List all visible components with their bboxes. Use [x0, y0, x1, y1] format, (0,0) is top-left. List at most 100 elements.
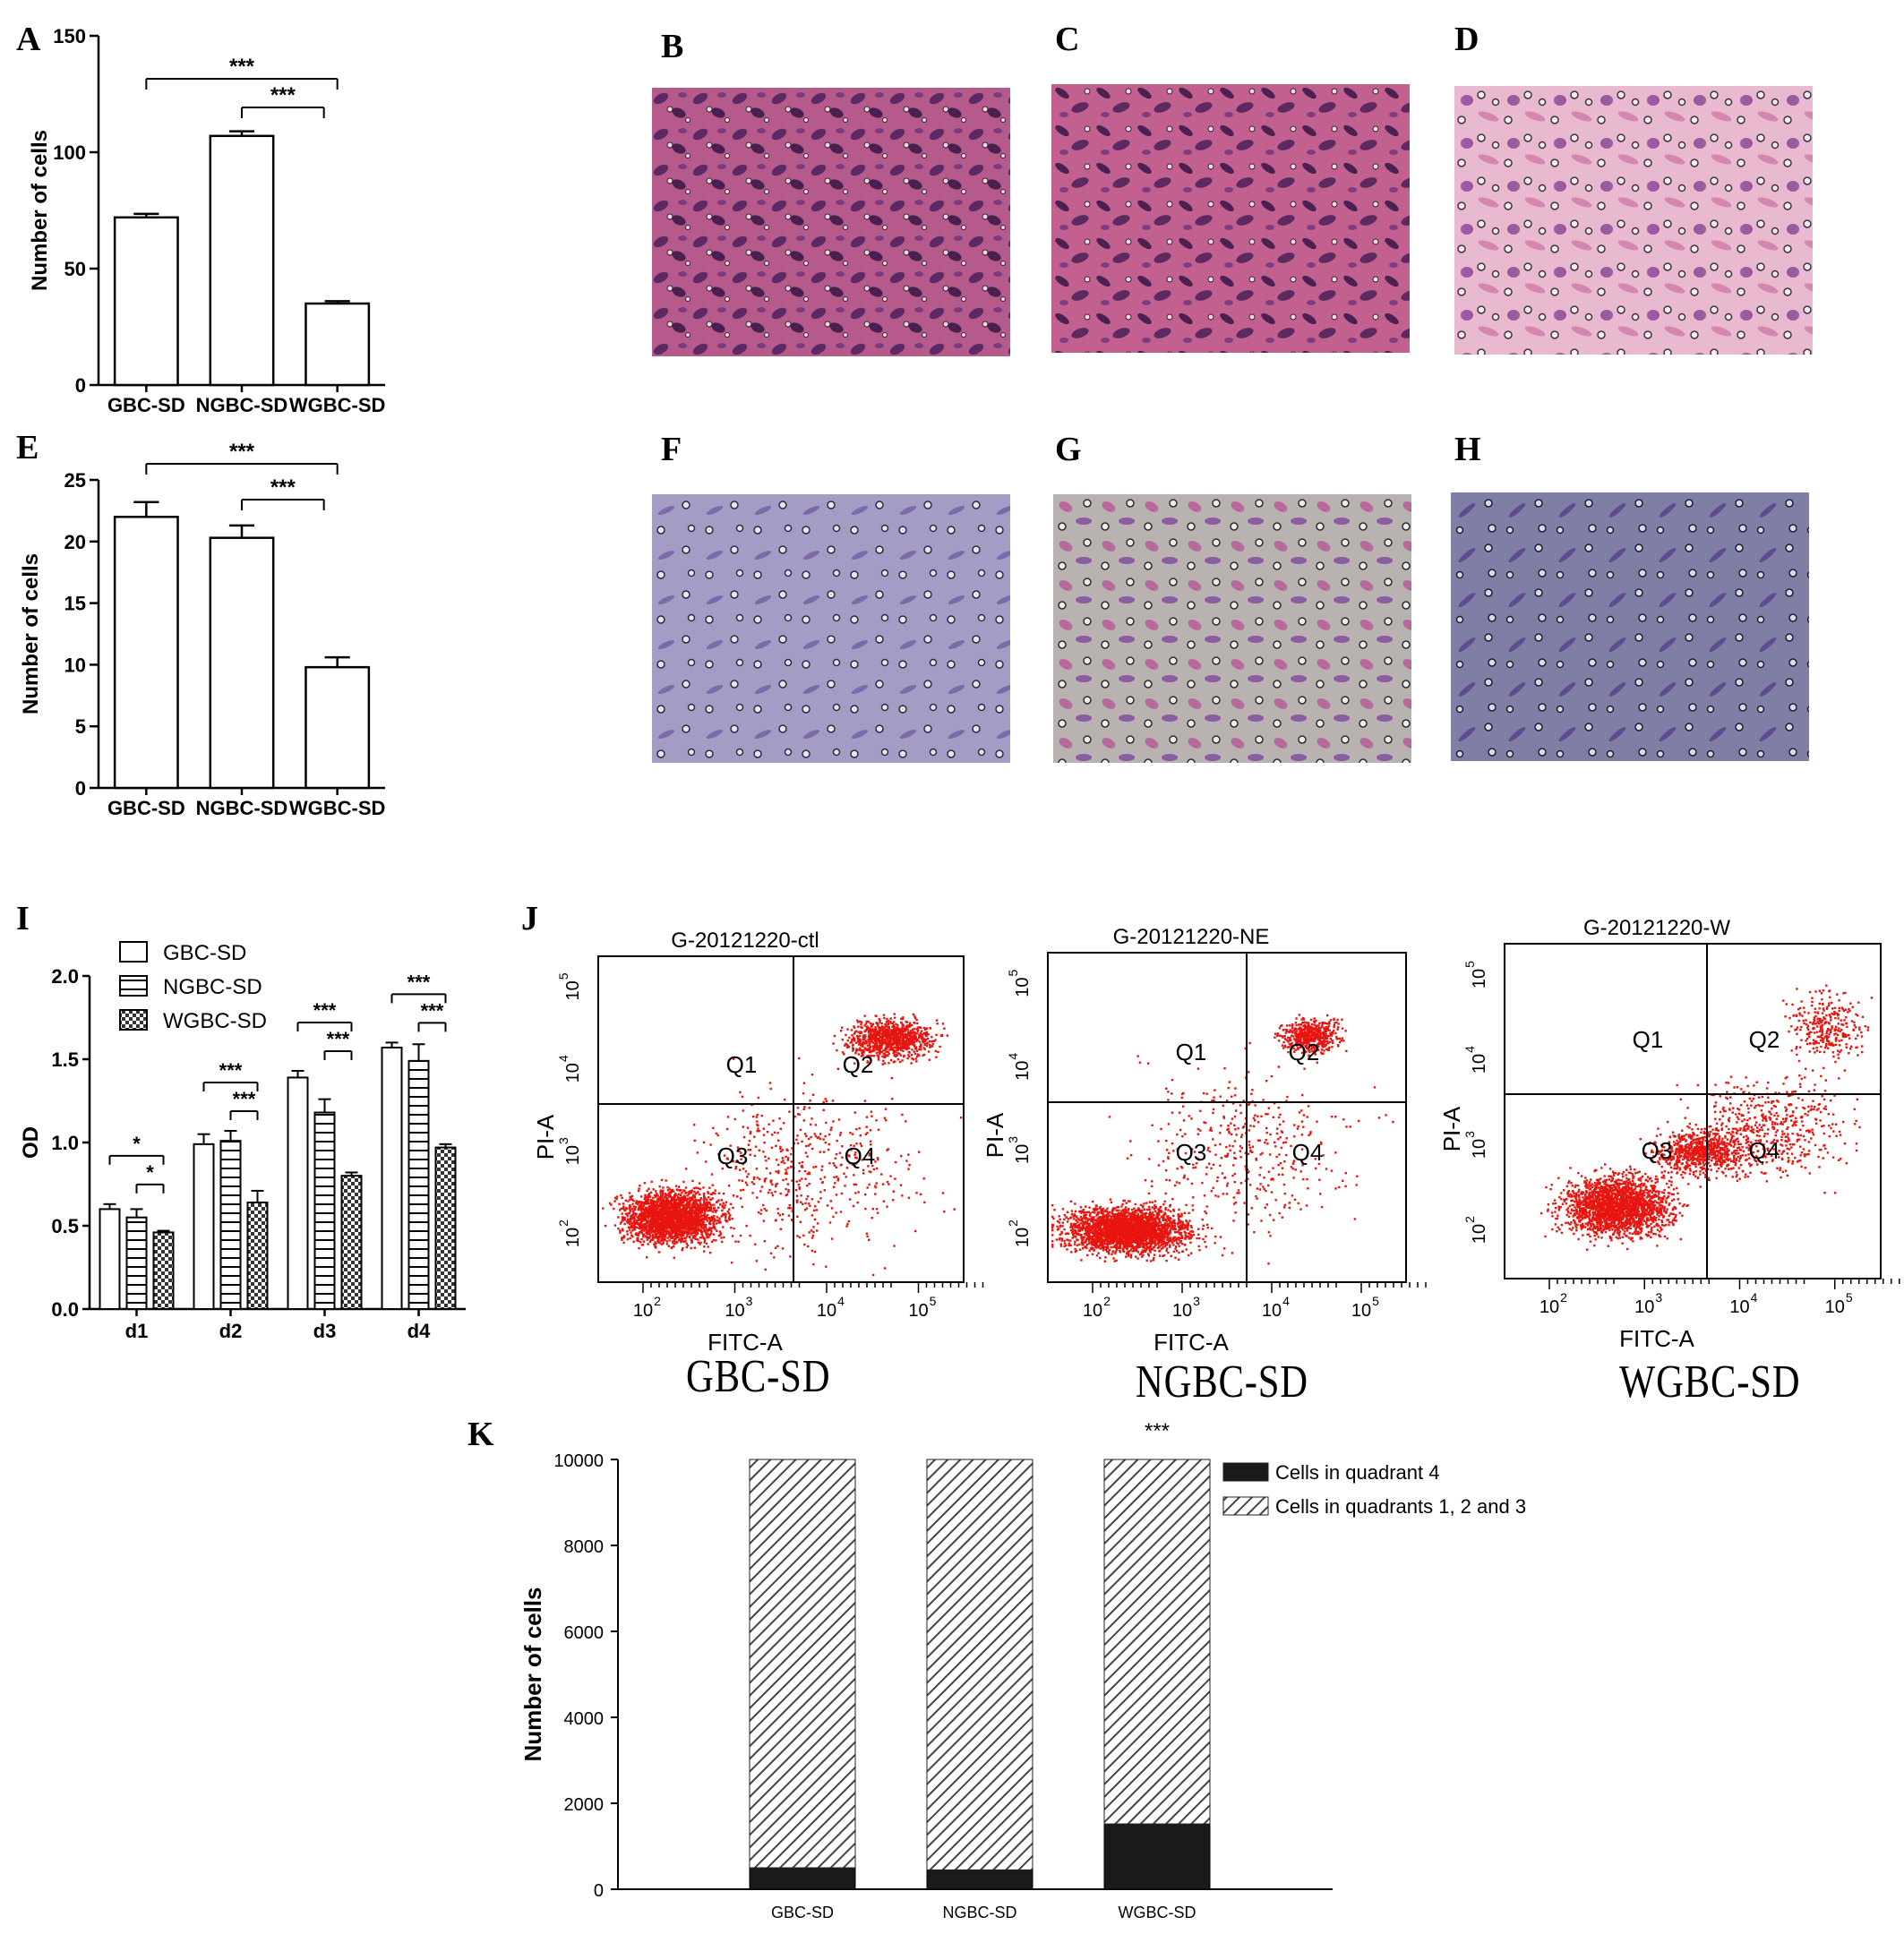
chart-j-quadrant-label: Q2 [843, 1051, 874, 1078]
chart-i-bar [246, 1201, 269, 1310]
chart-i-bar [313, 1111, 336, 1311]
chart-a-y-tick-label: 50 [64, 258, 86, 280]
chart-i-x-tick-label: d2 [219, 1320, 243, 1342]
chart-j-x-tick-label: 10 [908, 1301, 928, 1321]
chart-k-y-tick-label: 10000 [553, 1451, 604, 1471]
chart-k-legend-label: Cells in quadrants 1, 2 and 3 [1275, 1495, 1526, 1518]
chart-j-x-tick-exponent: 4 [1282, 1294, 1290, 1308]
panel-letter-h: H [1454, 431, 1481, 468]
chart-j-y-tick-label: 10 [1013, 1144, 1033, 1164]
chart-j-quadrant-label: Q2 [1289, 1039, 1320, 1065]
chart-j-x-axis-label: FITC-A [1154, 1329, 1229, 1356]
chart-e-sig-label: *** [229, 440, 255, 464]
panel-letter-b: B [661, 28, 684, 65]
chart-j-quadrant-label: Q4 [1292, 1139, 1324, 1166]
chart-j-quadrant-label: Q4 [1749, 1137, 1780, 1164]
chart-j-y-tick-exponent: 4 [556, 1055, 570, 1062]
chart-a-bar [209, 134, 275, 387]
chart-i-bar [407, 1059, 430, 1310]
chart-i-legend-swatch [119, 941, 148, 963]
chart-j-x-axis-label: FITC-A [1619, 1325, 1694, 1352]
chart-i-bar [99, 1208, 121, 1311]
chart-e-y-tick-label: 20 [64, 531, 86, 553]
chart-j-y-axis-label: PI-A [532, 1114, 559, 1160]
chart-i-legend-swatch [119, 975, 148, 997]
chart-i-bar [193, 1142, 215, 1310]
chart-j-plot-title: G-20121220-NE [1113, 925, 1270, 949]
chart-k-bar-quadrants123 [926, 1459, 1033, 1870]
chart-e-y-tick-label: 5 [75, 715, 86, 738]
chart-i-y-tick-label: 0.5 [51, 1215, 79, 1237]
chart-e-sig-label: *** [270, 475, 296, 500]
chart-i-sig-label: *** [421, 999, 444, 1022]
chart-e-y-tick-label: 15 [64, 593, 86, 615]
chart-j-y-tick-exponent: 3 [556, 1137, 570, 1144]
chart-i-bar [125, 1216, 148, 1310]
chart-i-x-tick-label: d4 [407, 1320, 431, 1342]
chart-j-y-axis-label: PI-A [1438, 1106, 1465, 1151]
chart-i-x-tick-label: d1 [125, 1320, 149, 1342]
chart-j-y-tick-label: 10 [1013, 978, 1033, 997]
chart-j-quadrant-label: Q3 [1176, 1139, 1207, 1166]
chart-j-x-tick-label: 10 [1729, 1297, 1749, 1317]
chart-k-x-tick-label: WGBC-SD [1119, 1904, 1196, 1921]
chart-j-plot-frame [1504, 943, 1882, 1279]
chart-i-bar [434, 1146, 457, 1310]
chart-j-y-tick-label: 10 [563, 1145, 583, 1165]
chart-i-bar [340, 1175, 363, 1310]
chart-k-legend-label: Cells in quadrant 4 [1275, 1461, 1439, 1484]
chart-a-y-tick-label: 100 [53, 141, 86, 164]
chart-k-legend-swatch [1222, 1462, 1269, 1482]
chart-j-y-tick-exponent: 5 [1006, 970, 1020, 977]
chart-j-y-tick-exponent: 2 [556, 1219, 570, 1227]
chart-j-x-tick-label: 10 [633, 1301, 653, 1321]
chart-k-y-tick-label: 4000 [564, 1709, 605, 1729]
micrograph-f [652, 494, 1010, 763]
micrograph-d-image [1454, 86, 1813, 355]
chart-i-legend-label: NGBC-SD [163, 975, 262, 999]
chart-j-quadrant-label: Q1 [726, 1051, 758, 1078]
chart-k-bar-quadrant4 [749, 1867, 856, 1890]
panel-letter-f: F [661, 431, 682, 468]
chart-k-x-tick-label: NGBC-SD [942, 1904, 1016, 1921]
micrograph-d [1454, 86, 1813, 355]
chart-j-x-tick-label: 10 [1539, 1297, 1559, 1317]
chart-j-x-tick-exponent: 2 [1103, 1294, 1111, 1308]
chart-j-y-tick-label: 10 [1470, 1139, 1489, 1159]
chart-j-x-tick-label: 10 [725, 1301, 744, 1321]
chart-k-y-tick-label: 0 [594, 1881, 604, 1901]
chart-j-y-tick-label: 10 [1470, 969, 1489, 988]
panel-letter-k: K [467, 1416, 494, 1453]
chart-j-plot-title: G-20121220-W [1583, 916, 1730, 940]
chart-i-sig-label: * [133, 1133, 141, 1155]
chart-k-y-tick-label: 6000 [564, 1623, 605, 1643]
chart-a-y-tick-label: 150 [53, 25, 86, 47]
chart-j-quadrant-label: Q3 [1642, 1137, 1673, 1164]
panel-letter-i: I [16, 900, 30, 937]
chart-a-bar [304, 302, 371, 387]
chart-j-y-tick-exponent: 5 [1462, 961, 1477, 968]
micrograph-c [1051, 84, 1410, 353]
chart-a-sig-label: *** [229, 55, 255, 79]
chart-i-sig-label: *** [233, 1088, 256, 1110]
chart-e-x-tick-label: GBC-SD [107, 797, 185, 819]
chart-i-bar [381, 1046, 403, 1310]
chart-j-x-tick-exponent: 3 [1655, 1290, 1662, 1305]
chart-j-quadrant-label: Q1 [1176, 1039, 1207, 1065]
chart-j-x-tick-label: 10 [1825, 1297, 1845, 1317]
chart-a-x-tick-label: GBC-SD [107, 394, 185, 416]
chart-i-sig-label: *** [219, 1059, 243, 1082]
chart-i-sig-label: *** [327, 1028, 350, 1050]
chart-j-x-tick-exponent: 3 [746, 1294, 753, 1308]
chart-j-y-tick-exponent: 3 [1462, 1131, 1477, 1138]
chart-a-y-axis-label: Number of cells [28, 130, 52, 291]
chart-j-y-tick-label: 10 [1470, 1224, 1489, 1244]
panel-letter-a: A [16, 21, 41, 58]
chart-k-legend-swatch [1222, 1496, 1269, 1516]
chart-i-sig-label: *** [313, 999, 337, 1022]
chart-e-x-tick-label: NGBC-SD [196, 797, 288, 819]
chart-i-legend-label: GBC-SD [163, 941, 246, 965]
panel-letter-j: J [521, 900, 538, 937]
chart-a-x-tick-label: NGBC-SD [196, 394, 288, 416]
chart-i-y-tick-label: 2.0 [51, 965, 79, 988]
